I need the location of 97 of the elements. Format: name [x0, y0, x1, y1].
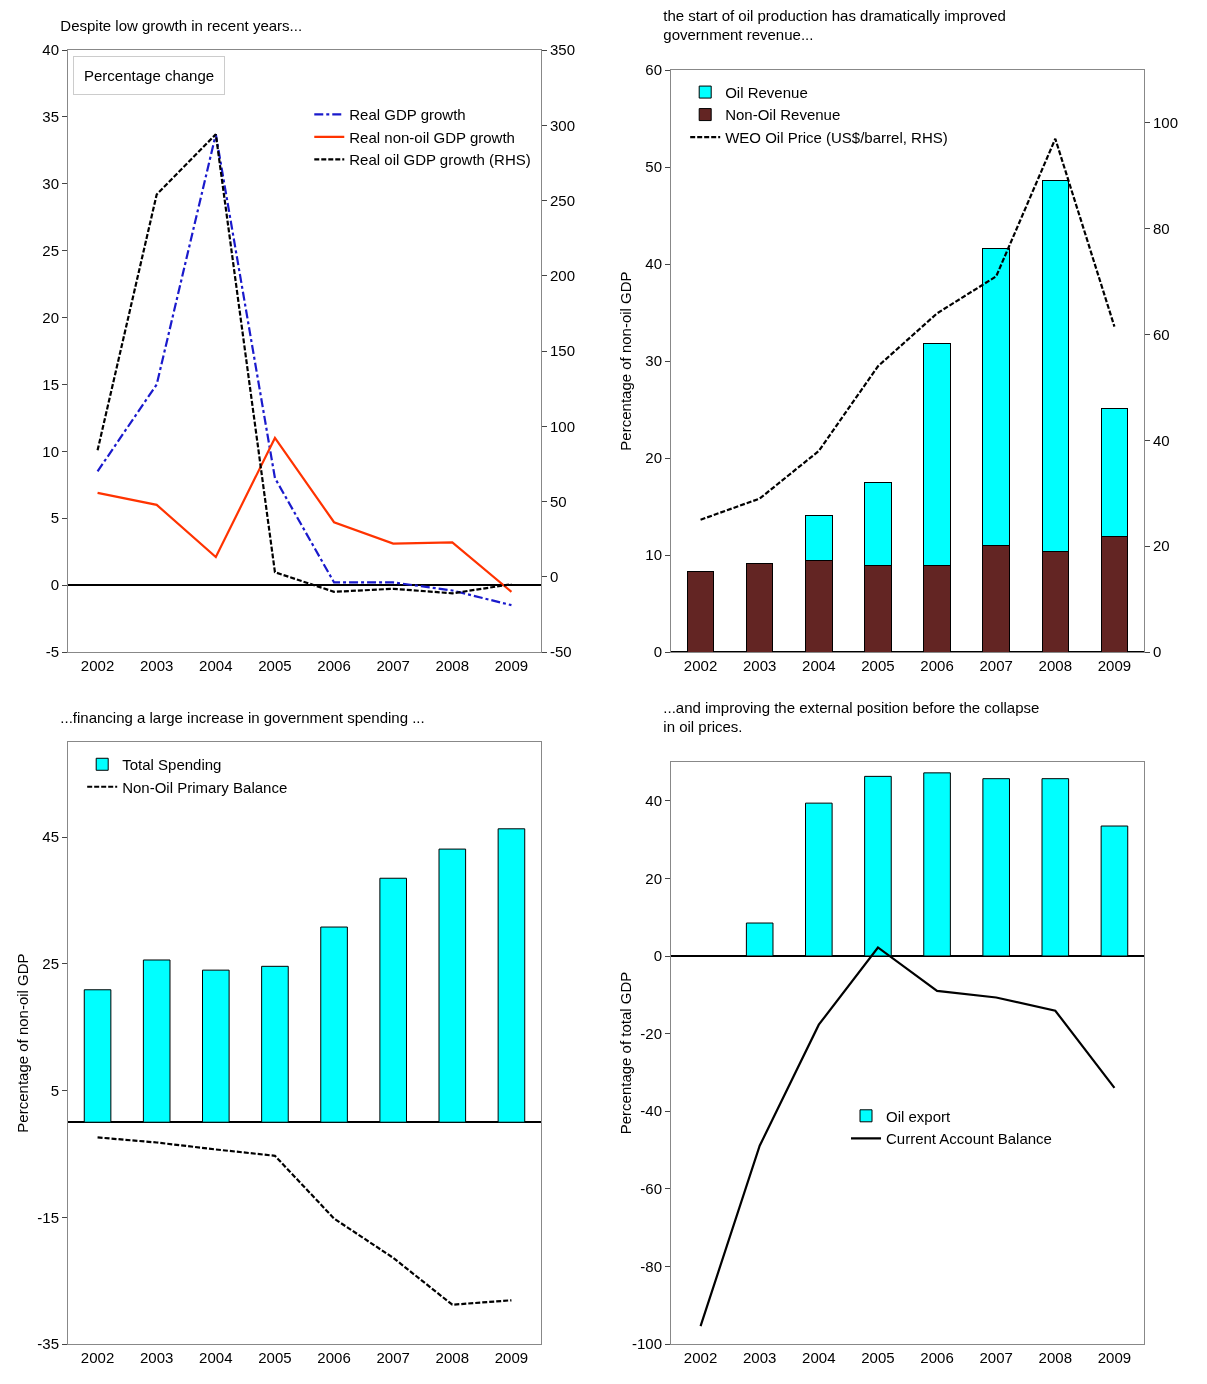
y2-tick-label: 80 [1153, 219, 1170, 237]
legend-label: Oil export [886, 1107, 952, 1125]
y2-tick-label: 350 [550, 41, 576, 59]
line-series [96, 1136, 513, 1306]
y-tick-label: 0 [50, 576, 59, 594]
y2-tick-label: 250 [550, 191, 576, 209]
y-tick-label: 40 [645, 792, 662, 810]
y-tick-label: 5 [50, 509, 59, 527]
x-tick-label: 2005 [258, 1349, 292, 1366]
legend-label: Oil Revenue [725, 83, 808, 101]
x-tick-label: 2009 [1097, 657, 1132, 674]
y-tick-label: 10 [42, 442, 59, 460]
y-tick-label: 20 [645, 449, 662, 467]
y-tick-label: 40 [42, 41, 59, 59]
y-axis-title: Percentage of non-oil GDP [14, 953, 31, 1133]
y-tick-label: -40 [640, 1102, 662, 1120]
x-tick-label: 2007 [376, 1349, 410, 1366]
x-tick-label: 2002 [683, 657, 718, 674]
x-tick-label: 2005 [258, 657, 292, 674]
y-tick-label: 5 [50, 1081, 59, 1099]
x-tick-label: 2004 [802, 657, 836, 674]
x-tick-label: 2003 [140, 657, 174, 674]
x-tick-label: 2007 [376, 657, 410, 674]
y-tick-label: -60 [640, 1180, 662, 1198]
x-tick-label: 2005 [861, 657, 895, 674]
y-axis-title: Percentage of total GDP [617, 971, 634, 1135]
x-tick-label: 2004 [199, 657, 233, 674]
y-tick-label: 20 [42, 308, 59, 326]
y-tick-label: 25 [42, 241, 59, 259]
x-tick-label: 2009 [494, 657, 529, 674]
legend-label: Non-Oil Revenue [725, 106, 841, 124]
y-tick-label: 30 [645, 352, 662, 370]
y-tick-label: -100 [631, 1335, 662, 1353]
y2-tick-label: 0 [550, 568, 559, 585]
y-tick-label: 60 [645, 61, 662, 79]
x-tick-label: 2008 [1038, 657, 1072, 674]
y2-tick-label: 150 [550, 342, 576, 360]
y2-tick-label: 0 [1153, 643, 1162, 661]
legend-label: Real GDP growth [349, 106, 466, 124]
x-tick-label: 2002 [80, 657, 115, 674]
y2-tick-label: 60 [1153, 325, 1170, 343]
y-tick-label: -20 [640, 1024, 662, 1042]
y2-tick-label: 20 [1153, 537, 1170, 555]
legend-label: Real non-oil GDP growth [349, 128, 515, 146]
y-tick-label: -5 [45, 643, 59, 661]
chart-title: ...and improving the external position before the collapse in oil prices. [663, 698, 1040, 736]
x-tick-label: 2008 [435, 1349, 469, 1366]
x-tick-label: 2008 [435, 657, 469, 674]
y-tick-label: -15 [37, 1208, 59, 1226]
legend-label: Current Account Balance [886, 1130, 1052, 1148]
x-tick-label: 2006 [920, 1349, 954, 1366]
y2-tick-label: 50 [550, 492, 567, 510]
legend-label: WEO Oil Price (US$/barrel, RHS) [725, 128, 948, 146]
x-tick-label: 2007 [979, 657, 1013, 674]
x-tick-label: 2009 [1097, 1349, 1132, 1366]
y2-tick-label: -50 [550, 643, 572, 661]
y-tick-label: 35 [42, 108, 59, 126]
chart-title: ...financing a large increase in government spending ... [60, 709, 425, 727]
y-tick-label: 0 [653, 643, 662, 661]
y-tick-label: 45 [42, 828, 59, 846]
legend-label: Non-Oil Primary Balance [122, 778, 288, 796]
y-axis-title: Percentage of non-oil GDP [617, 271, 634, 451]
y-tick-label: 30 [42, 175, 59, 193]
x-tick-label: 2002 [80, 1349, 115, 1366]
y-tick-label: 40 [645, 255, 662, 273]
y-tick-label: 20 [645, 869, 662, 887]
y2-tick-label: 40 [1153, 431, 1170, 449]
x-tick-label: 2003 [140, 1349, 174, 1366]
y-tick-label: 25 [42, 955, 59, 973]
y-tick-label: 50 [645, 158, 662, 176]
y-tick-label: -35 [37, 1335, 59, 1353]
x-tick-label: 2003 [743, 1349, 777, 1366]
x-tick-label: 2003 [743, 657, 777, 674]
x-tick-label: 2006 [317, 1349, 351, 1366]
x-tick-label: 2002 [683, 1349, 718, 1366]
y2-tick-label: 100 [1153, 114, 1179, 132]
x-tick-label: 2008 [1038, 1349, 1072, 1366]
y-tick-label: 15 [42, 375, 59, 393]
x-tick-label: 2005 [861, 1349, 895, 1366]
x-tick-label: 2009 [494, 1349, 529, 1366]
chart-title: the start of oil production has dramatically improved government revenue... [663, 6, 1006, 44]
line-series [96, 436, 513, 593]
y2-tick-label: 300 [550, 116, 576, 134]
y-tick-label: 0 [653, 947, 662, 965]
y-tick-label: 10 [645, 546, 662, 564]
x-tick-label: 2004 [802, 1349, 836, 1366]
legend-label: Total Spending [122, 756, 222, 774]
chart-title: Despite low growth in recent years... [60, 17, 303, 35]
x-tick-label: 2004 [199, 1349, 233, 1366]
y2-tick-label: 200 [550, 267, 576, 284]
annotation: Percentage change [84, 67, 215, 84]
x-tick-label: 2006 [317, 657, 351, 674]
legend-label: Real oil GDP growth (RHS) [349, 151, 531, 169]
x-tick-label: 2006 [920, 657, 954, 674]
y2-tick-label: 100 [550, 417, 576, 435]
x-tick-label: 2007 [979, 1349, 1013, 1366]
y-tick-label: -80 [640, 1257, 662, 1275]
